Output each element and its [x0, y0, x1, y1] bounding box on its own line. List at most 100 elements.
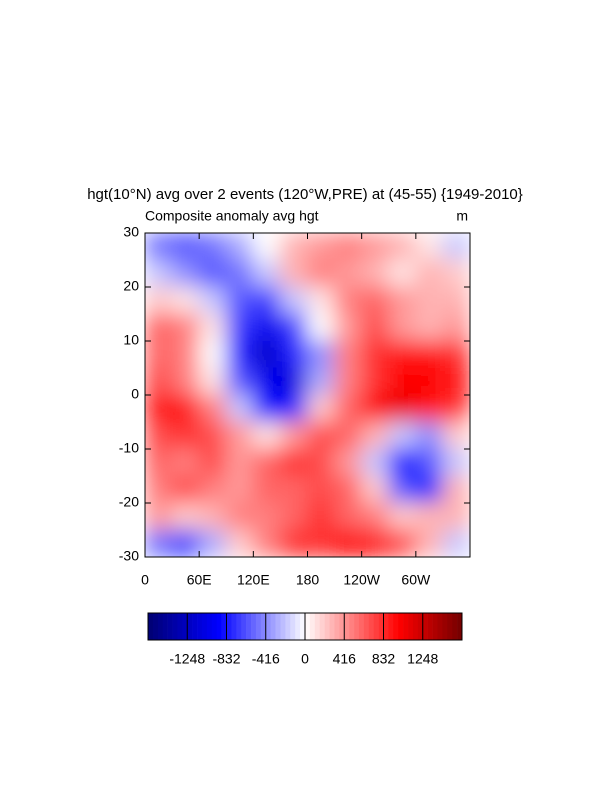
colorbar-box: [339, 613, 345, 640]
cell: [198, 529, 227, 557]
cell: [225, 340, 254, 369]
cell: [198, 367, 227, 396]
y-tick-label: 0: [131, 386, 139, 402]
cell: [279, 529, 308, 557]
cell: [388, 394, 417, 423]
x-tick-label: 60E: [187, 572, 212, 588]
cells: [145, 233, 470, 557]
cell: [361, 448, 390, 477]
cell: [415, 421, 444, 450]
y-tick-label: 30: [123, 224, 139, 240]
cell: [198, 394, 227, 423]
cell: [145, 259, 173, 288]
cell: [361, 233, 390, 261]
colorbar-box: [295, 613, 301, 640]
colorbar-box: [344, 613, 350, 640]
x-tick-label: 120E: [237, 572, 270, 588]
cell: [225, 475, 254, 504]
cell: [442, 340, 470, 369]
cell: [145, 313, 173, 342]
cell: [252, 340, 281, 369]
cell: [415, 367, 444, 396]
cell: [252, 394, 281, 423]
cell: [145, 475, 173, 504]
colorbar-box: [388, 613, 394, 640]
cell: [171, 367, 200, 396]
colorbar-label: 1248: [407, 651, 438, 667]
cell: [145, 421, 173, 450]
chart-title: hgt(10°N) avg over 2 events (120°W,PRE) …: [87, 186, 523, 203]
colorbar-box: [157, 613, 164, 640]
colorbar-box: [197, 613, 203, 640]
cell: [334, 286, 363, 315]
cell: [388, 367, 417, 396]
cell: [307, 475, 336, 504]
colorbar-box: [255, 613, 262, 640]
cell: [388, 340, 417, 369]
cell: [171, 259, 200, 288]
cell: [415, 394, 444, 423]
colorbar-box: [403, 613, 409, 640]
cell: [198, 233, 227, 261]
colorbar-box: [172, 613, 178, 640]
cell: [307, 502, 336, 531]
cell: [388, 259, 417, 288]
cell: [225, 313, 254, 342]
cell: [442, 259, 470, 288]
cell: [334, 502, 363, 531]
y-tick-label: -10: [119, 440, 139, 456]
cell: [171, 233, 200, 261]
colorbar-box: [324, 613, 330, 640]
colorbar-box: [398, 613, 404, 640]
cell: [442, 367, 470, 396]
cell: [279, 421, 308, 450]
cell: [442, 394, 470, 423]
cell: [361, 502, 390, 531]
cell: [307, 394, 336, 423]
cell: [307, 529, 336, 557]
cell: [361, 313, 390, 342]
colorbar-box: [393, 613, 399, 640]
cell: [388, 502, 417, 531]
cell: [442, 529, 470, 557]
cell: [388, 313, 417, 342]
colorbar-box: [447, 613, 453, 640]
colorbar-box: [300, 613, 306, 640]
colorbar-box: [457, 613, 463, 640]
cell: [279, 233, 308, 261]
cell: [225, 233, 254, 261]
colorbar-box: [251, 613, 257, 640]
colorbar-box: [354, 613, 360, 640]
cell: [145, 502, 173, 531]
colorbar-box: [319, 613, 325, 640]
cell: [198, 421, 227, 450]
cell: [252, 421, 281, 450]
cell: [307, 286, 336, 315]
colorbar-box: [275, 613, 281, 640]
cell: [252, 367, 281, 396]
colorbar-box: [231, 613, 237, 640]
cell: [307, 367, 336, 396]
colorbar-box: [363, 613, 370, 640]
cell: [171, 529, 200, 557]
cell: [442, 421, 470, 450]
colorbar-box: [305, 613, 311, 640]
cell: [252, 286, 281, 315]
cell: [361, 259, 390, 288]
colorbar-box: [334, 613, 340, 640]
cell: [334, 340, 363, 369]
colorbar-box: [383, 613, 389, 640]
cell: [442, 502, 470, 531]
cell: [415, 475, 444, 504]
cell: [442, 286, 470, 315]
cell: [334, 313, 363, 342]
colorbar-box: [432, 613, 438, 640]
colorbar-box: [187, 613, 193, 640]
cell: [279, 502, 308, 531]
cell: [279, 394, 308, 423]
cell: [415, 529, 444, 557]
y-tick-label: 10: [123, 332, 139, 348]
cell: [171, 313, 200, 342]
colorbar-box: [167, 613, 173, 640]
colorbar-box: [182, 613, 188, 640]
